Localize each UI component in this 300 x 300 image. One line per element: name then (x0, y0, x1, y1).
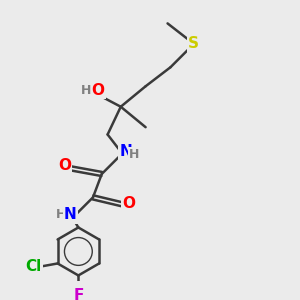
Text: H: H (56, 208, 67, 221)
Text: N: N (64, 207, 76, 222)
Text: O: O (122, 196, 135, 211)
Text: O: O (92, 83, 105, 98)
Text: N: N (119, 144, 132, 159)
Text: O: O (58, 158, 71, 173)
Text: Cl: Cl (25, 259, 41, 274)
Text: H: H (129, 148, 140, 160)
Text: H: H (81, 84, 92, 97)
Text: F: F (73, 287, 83, 300)
Text: S: S (188, 36, 200, 51)
